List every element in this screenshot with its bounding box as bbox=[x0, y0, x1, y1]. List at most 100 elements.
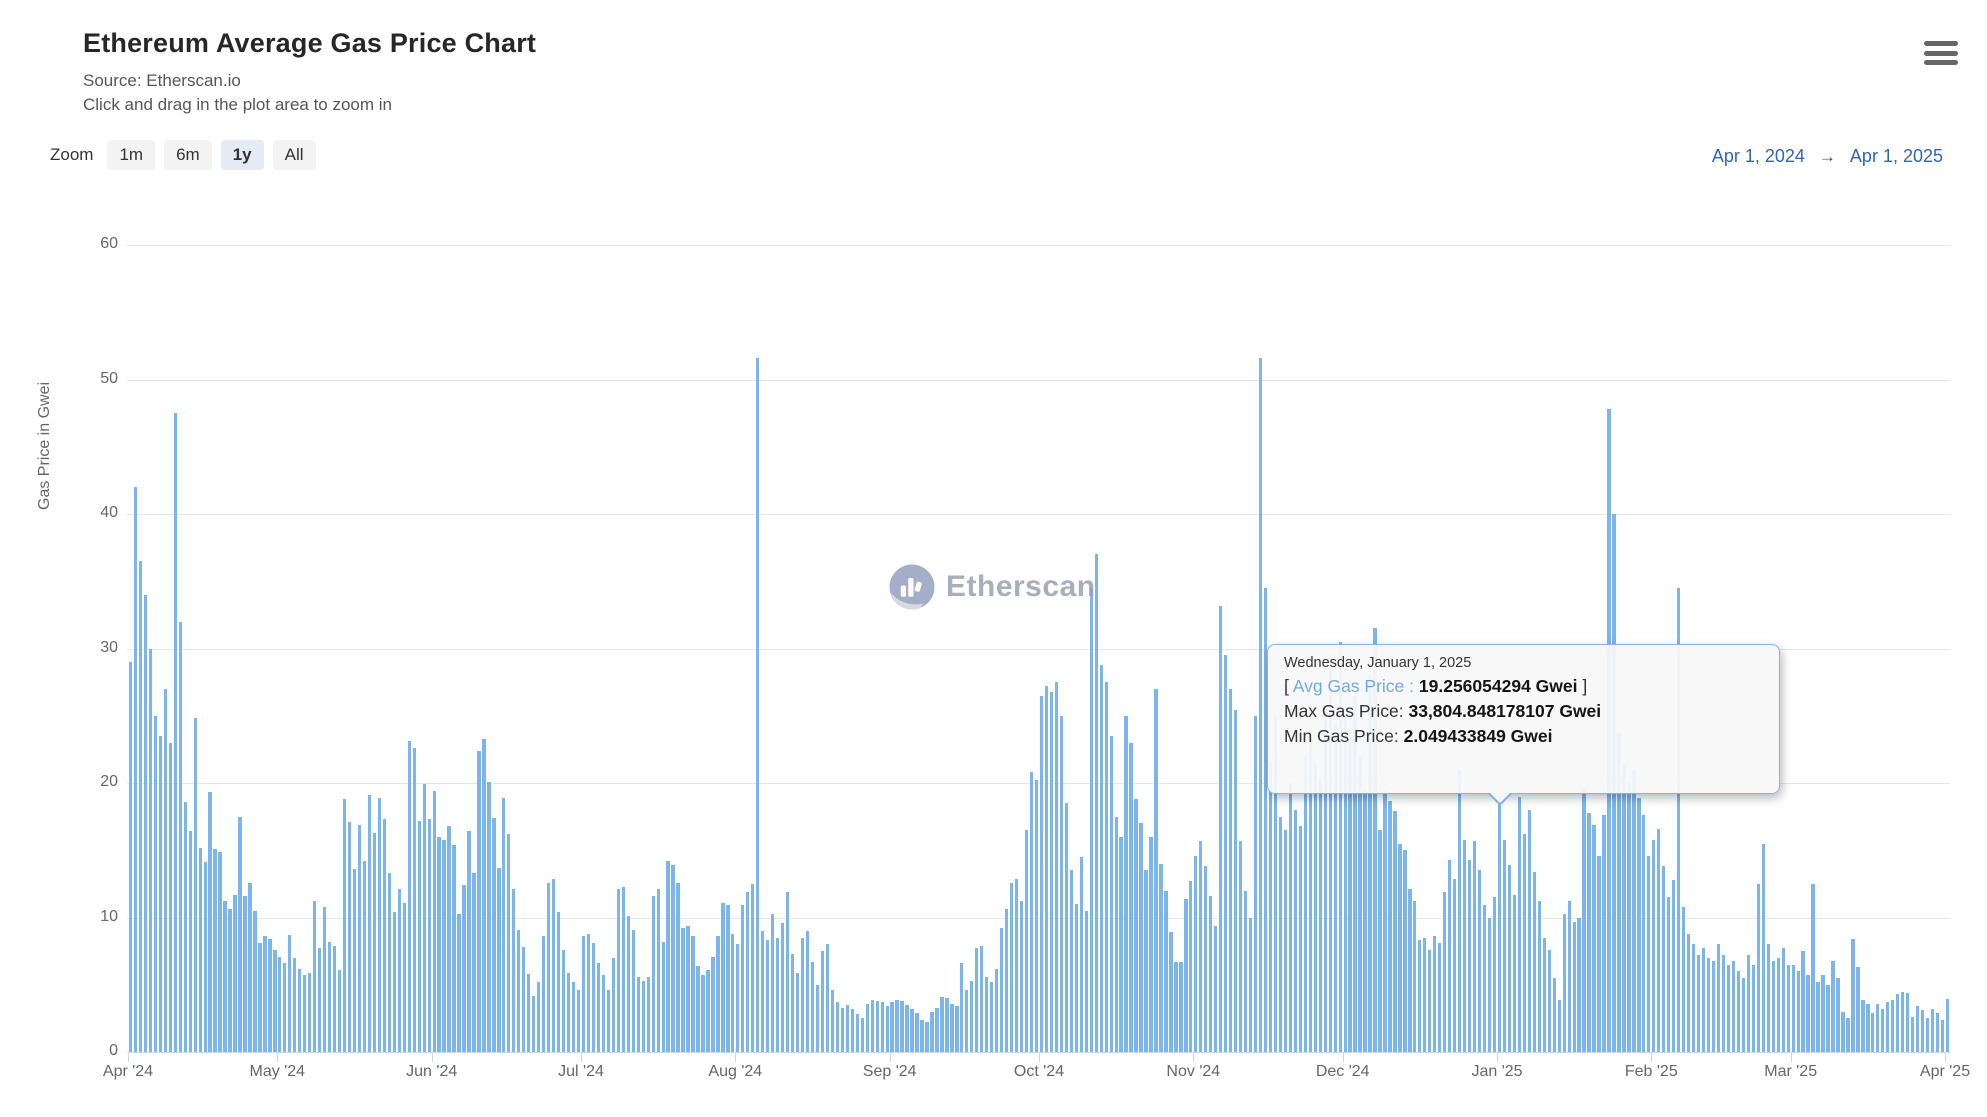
gas-price-bar[interactable] bbox=[1801, 951, 1805, 1052]
gas-price-bar[interactable] bbox=[1134, 799, 1138, 1052]
gas-price-bar[interactable] bbox=[313, 901, 317, 1052]
gas-price-bar[interactable] bbox=[785, 891, 790, 1052]
gas-price-bar[interactable] bbox=[397, 889, 401, 1052]
gas-price-bar[interactable] bbox=[905, 1004, 909, 1052]
gas-price-bar[interactable] bbox=[940, 996, 944, 1052]
gas-price-bar[interactable] bbox=[805, 931, 810, 1052]
gas-price-bar[interactable] bbox=[621, 886, 625, 1052]
gas-price-bar[interactable] bbox=[1731, 960, 1736, 1052]
gas-price-bar[interactable] bbox=[1373, 628, 1377, 1052]
gas-price-bar[interactable] bbox=[283, 963, 287, 1052]
gas-price-bar[interactable] bbox=[646, 976, 650, 1052]
gas-price-bar[interactable] bbox=[935, 1007, 939, 1052]
gas-price-bar[interactable] bbox=[467, 831, 471, 1052]
gas-price-bar[interactable] bbox=[492, 818, 496, 1052]
gas-price-bar[interactable] bbox=[288, 935, 292, 1052]
gas-price-bar[interactable] bbox=[1856, 967, 1860, 1052]
gas-price-bar[interactable] bbox=[1014, 878, 1019, 1052]
gas-price-bar[interactable] bbox=[303, 975, 307, 1052]
gas-price-bar[interactable] bbox=[1224, 655, 1228, 1052]
gas-price-bar[interactable] bbox=[1652, 839, 1656, 1052]
gas-price-bar[interactable] bbox=[1413, 901, 1417, 1052]
gas-price-bar[interactable] bbox=[1701, 948, 1706, 1052]
gas-price-bar[interactable] bbox=[626, 916, 630, 1052]
gas-price-bar[interactable] bbox=[278, 956, 282, 1052]
gas-price-bar[interactable] bbox=[1248, 917, 1253, 1052]
gas-price-bar[interactable] bbox=[581, 936, 586, 1052]
gas-price-bar[interactable] bbox=[532, 995, 536, 1052]
gas-price-bar[interactable] bbox=[1542, 937, 1546, 1052]
gas-price-bar[interactable] bbox=[1691, 944, 1696, 1052]
gas-price-bar[interactable] bbox=[1935, 1013, 1940, 1052]
gas-price-bar[interactable] bbox=[1811, 883, 1815, 1052]
gas-price-bar[interactable] bbox=[522, 947, 526, 1052]
gas-price-bar[interactable] bbox=[1562, 913, 1566, 1052]
gas-price-bar[interactable] bbox=[751, 883, 755, 1052]
gas-price-bar[interactable] bbox=[407, 741, 411, 1052]
gas-price-bar[interactable] bbox=[1064, 803, 1069, 1052]
gas-price-bar[interactable] bbox=[1920, 1010, 1925, 1052]
gas-price-bar[interactable] bbox=[596, 963, 601, 1052]
gas-price-bar[interactable] bbox=[337, 970, 342, 1052]
gas-price-bar[interactable] bbox=[402, 902, 406, 1052]
gas-price-bar[interactable] bbox=[1079, 857, 1083, 1052]
gas-price-bar[interactable] bbox=[741, 905, 745, 1052]
gas-price-bar[interactable] bbox=[1099, 664, 1103, 1052]
gas-price-bar[interactable] bbox=[835, 1002, 840, 1052]
gas-price-bar[interactable] bbox=[1846, 1018, 1850, 1052]
gas-price-bar[interactable] bbox=[1408, 889, 1412, 1052]
gas-price-bar[interactable] bbox=[143, 594, 148, 1052]
gas-price-bar[interactable] bbox=[1906, 992, 1910, 1052]
gas-price-bar[interactable] bbox=[258, 943, 262, 1052]
gas-price-bar[interactable] bbox=[666, 861, 670, 1052]
gas-price-bar[interactable] bbox=[1771, 960, 1775, 1052]
gas-price-bar[interactable] bbox=[965, 990, 969, 1052]
gas-price-bar[interactable] bbox=[601, 975, 606, 1052]
gas-price-bar[interactable] bbox=[566, 972, 571, 1052]
gas-price-bar[interactable] bbox=[1522, 834, 1527, 1052]
zoom-button-6m[interactable]: 6m bbox=[164, 139, 212, 171]
gas-price-bar[interactable] bbox=[810, 961, 815, 1052]
gas-price-bar[interactable] bbox=[1034, 780, 1039, 1052]
gas-price-bar[interactable] bbox=[676, 882, 680, 1052]
gas-price-bar[interactable] bbox=[1617, 733, 1621, 1052]
gas-price-bar[interactable] bbox=[970, 980, 974, 1052]
gas-price-bar[interactable] bbox=[561, 949, 566, 1052]
gas-price-bar[interactable] bbox=[1004, 909, 1009, 1052]
gas-price-bar[interactable] bbox=[148, 648, 153, 1052]
gas-price-bar[interactable] bbox=[1348, 737, 1352, 1052]
gas-price-bar[interactable] bbox=[173, 413, 177, 1052]
gas-price-bar[interactable] bbox=[233, 894, 237, 1052]
gas-price-bar[interactable] bbox=[1129, 742, 1133, 1052]
gas-price-bar[interactable] bbox=[1383, 791, 1387, 1052]
gas-price-bar[interactable] bbox=[1756, 883, 1760, 1052]
gas-price-bar[interactable] bbox=[138, 561, 143, 1052]
gas-price-bar[interactable] bbox=[1268, 762, 1273, 1052]
gas-price-bar[interactable] bbox=[661, 941, 665, 1052]
gas-price-bar[interactable] bbox=[925, 1022, 929, 1052]
gas-price-bar[interactable] bbox=[556, 912, 561, 1052]
gas-price-bar[interactable] bbox=[1592, 824, 1596, 1052]
gas-price-bar[interactable] bbox=[357, 824, 362, 1052]
gas-price-bar[interactable] bbox=[1881, 1009, 1885, 1052]
gas-price-bar[interactable] bbox=[1253, 715, 1258, 1053]
range-to-date[interactable]: Apr 1, 2025 bbox=[1849, 146, 1943, 166]
gas-price-bar[interactable] bbox=[960, 963, 964, 1052]
gas-price-bar[interactable] bbox=[1791, 964, 1795, 1052]
gas-price-bar[interactable] bbox=[895, 999, 899, 1052]
gas-price-bar[interactable] bbox=[178, 621, 182, 1052]
gas-price-bar[interactable] bbox=[1512, 894, 1517, 1052]
gas-price-bar[interactable] bbox=[1682, 906, 1686, 1052]
gas-price-bar[interactable] bbox=[1647, 855, 1651, 1052]
gas-price-bar[interactable] bbox=[1084, 910, 1088, 1052]
gas-price-bar[interactable] bbox=[1502, 839, 1507, 1052]
gas-price-bar[interactable] bbox=[1467, 859, 1472, 1052]
gas-price-bar[interactable] bbox=[1547, 949, 1551, 1052]
gas-price-bar[interactable] bbox=[228, 909, 232, 1052]
gas-price-bar[interactable] bbox=[1721, 955, 1726, 1052]
gas-price-bar[interactable] bbox=[1766, 944, 1770, 1052]
gas-price-bar[interactable] bbox=[641, 980, 645, 1052]
gas-price-bar[interactable] bbox=[1736, 971, 1741, 1052]
gas-price-bar[interactable] bbox=[1686, 933, 1691, 1052]
